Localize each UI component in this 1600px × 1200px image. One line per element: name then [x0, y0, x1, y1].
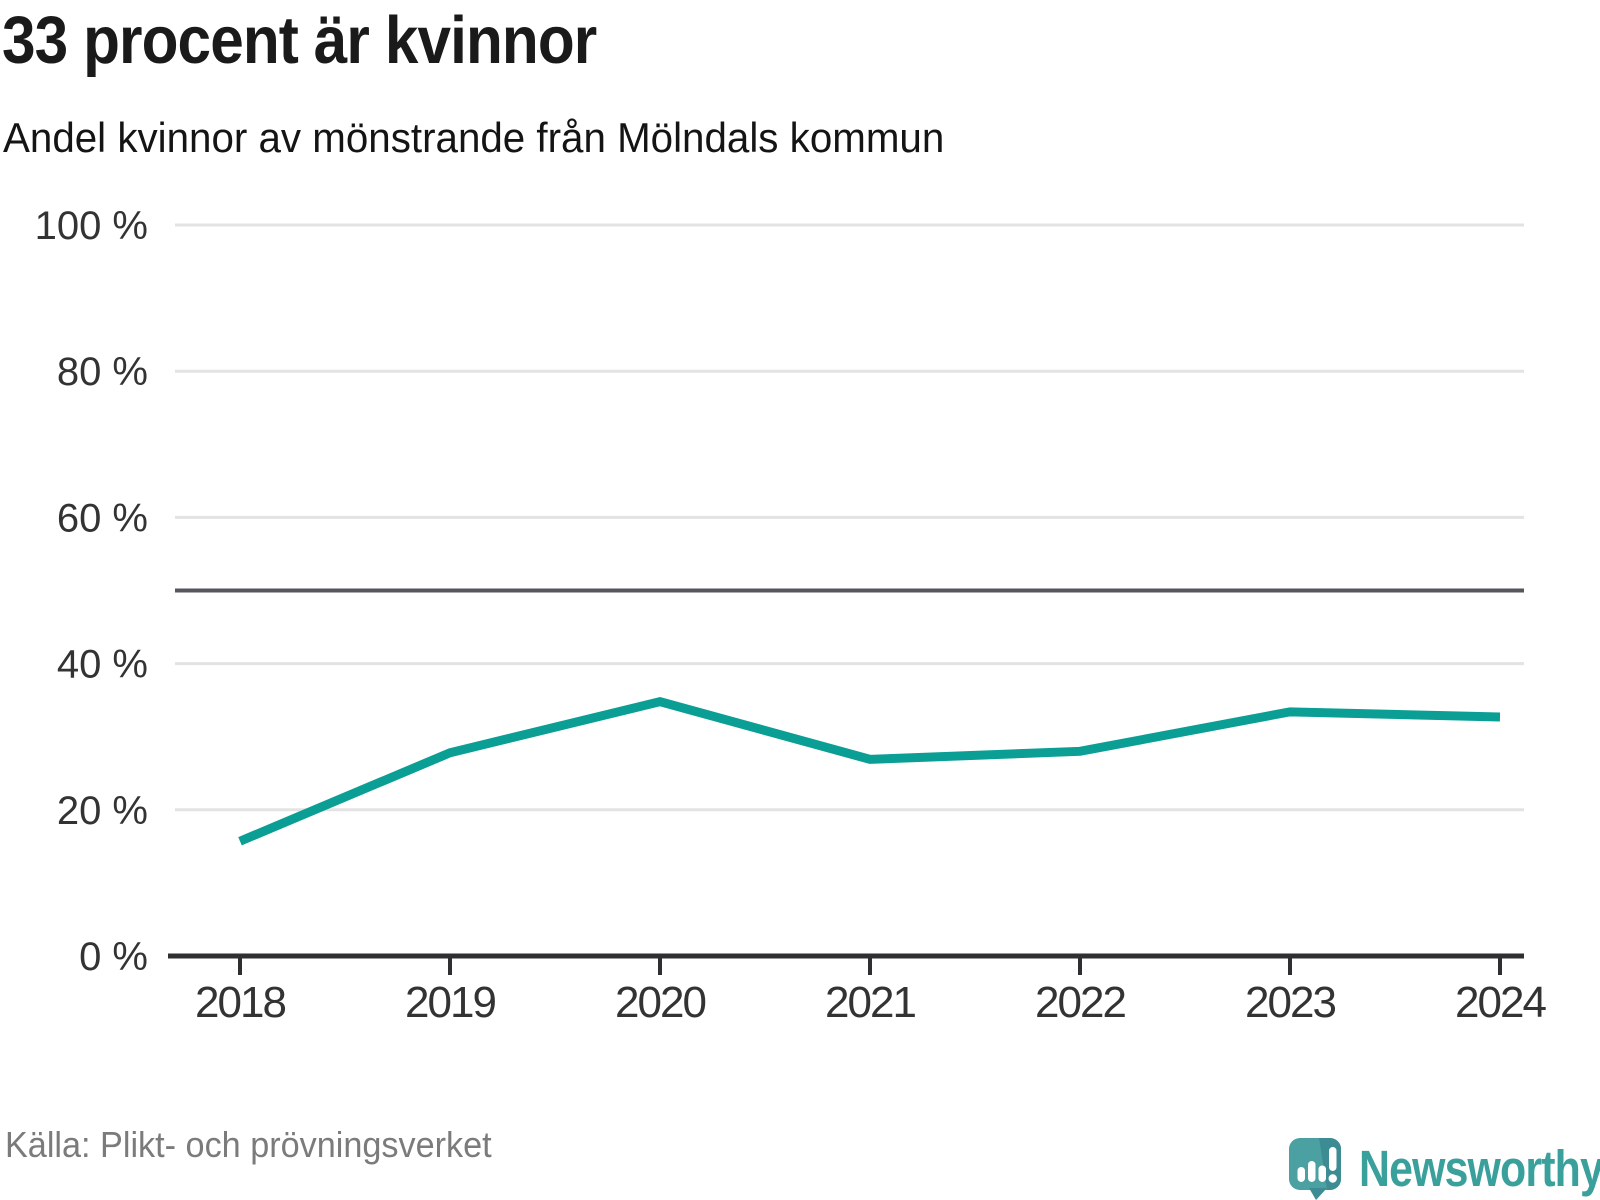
newsworthy-logo: Newsworthy [1287, 1136, 1600, 1200]
chart-subtitle: Andel kvinnor av mönstrande från Mölndal… [3, 114, 945, 161]
logo-exclamation-bar [1329, 1147, 1337, 1171]
newsworthy-speech-bubble-bar-chart-icon [1289, 1138, 1341, 1200]
x-tick-label: 2022 [1035, 978, 1125, 1027]
x-tick-label: 2018 [195, 978, 285, 1027]
logo-exclamation-dot [1328, 1174, 1337, 1183]
y-tick-label: 100 % [35, 204, 148, 248]
x-tick-label: 2020 [615, 978, 705, 1027]
y-tick-label: 80 % [57, 350, 148, 394]
chart-title: 33 procent är kvinnor [2, 3, 597, 78]
data-line-andel-kvinnor-av-m-nstrande [238, 696, 1501, 846]
y-tick-label: 20 % [57, 789, 148, 833]
y-tick-label: 0 % [79, 935, 148, 979]
source-note: Källa: Plikt- och prövningsverket [5, 1124, 492, 1165]
x-tick-label: 2019 [405, 978, 495, 1027]
brand-wordmark: Newsworthy [1359, 1139, 1600, 1197]
y-tick-label: 40 % [57, 643, 148, 687]
logo-bar-1 [1297, 1167, 1305, 1182]
logo-bubble-tail [1309, 1188, 1327, 1200]
x-tick-label: 2023 [1245, 978, 1335, 1027]
x-tick-label: 2021 [825, 978, 915, 1027]
logo-bar-2 [1308, 1161, 1316, 1182]
y-tick-label: 60 % [57, 496, 148, 540]
logo-bar-3 [1318, 1165, 1326, 1182]
x-tick-label: 2024 [1455, 978, 1546, 1027]
